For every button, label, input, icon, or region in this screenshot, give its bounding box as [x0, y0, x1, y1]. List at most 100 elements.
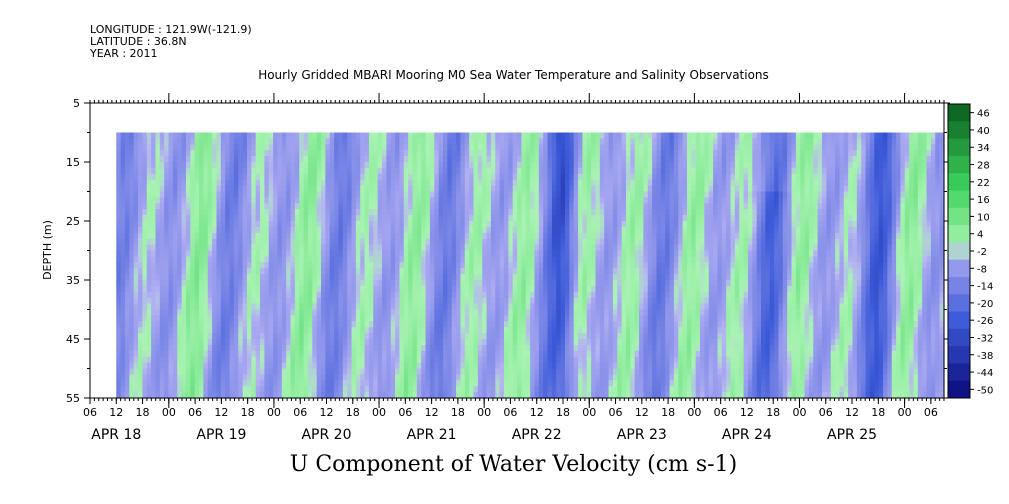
heatmap-cell: [307, 303, 313, 311]
heatmap-cell: [469, 232, 475, 240]
heatmap-cell: [242, 386, 248, 393]
heatmap-cell: [421, 132, 427, 139]
heatmap-cell: [124, 232, 130, 240]
heatmap-cell: [399, 274, 405, 281]
heatmap-cell: [251, 350, 257, 358]
heatmap-cell: [525, 173, 531, 181]
heatmap-cell: [551, 232, 557, 240]
heatmap-cell: [373, 344, 379, 352]
heatmap-cell: [129, 156, 135, 163]
heatmap-cell: [573, 167, 579, 175]
heatmap-cell: [564, 297, 570, 305]
heatmap-cell: [512, 232, 518, 240]
heatmap-cell: [560, 221, 566, 228]
heatmap-cell: [246, 285, 252, 293]
heatmap-cell: [495, 315, 501, 322]
heatmap-cell: [172, 167, 178, 175]
heatmap-cell: [490, 132, 496, 139]
heatmap-cell: [268, 380, 274, 387]
heatmap-cell: [595, 303, 601, 311]
heatmap-cell: [591, 303, 597, 311]
heatmap-cell: [312, 215, 318, 222]
heatmap-cell: [307, 274, 313, 281]
heatmap-cell: [229, 339, 235, 346]
heatmap-cell: [521, 268, 527, 275]
heatmap-cell: [194, 173, 200, 181]
heatmap-cell: [360, 226, 366, 234]
heatmap-cell: [421, 162, 427, 169]
heatmap-cell: [338, 327, 344, 334]
heatmap-cell: [521, 386, 527, 393]
heatmap-cell: [412, 156, 418, 163]
heatmap-cell: [255, 280, 261, 287]
heatmap-cell: [181, 309, 187, 316]
heatmap-cell: [538, 262, 544, 269]
heatmap-cell: [517, 374, 523, 381]
heatmap-cell: [360, 350, 366, 358]
heatmap-cell: [120, 333, 126, 340]
heatmap-cell: [368, 167, 374, 175]
heatmap-cell: [569, 197, 575, 204]
heatmap-cell: [512, 368, 518, 375]
heatmap-cell: [443, 297, 448, 305]
heatmap-cell: [303, 274, 309, 281]
heatmap-cell: [586, 380, 592, 387]
heatmap-cell: [294, 362, 300, 370]
heatmap-cell: [490, 179, 496, 187]
heatmap-cell: [238, 179, 244, 187]
heatmap-cell: [482, 144, 488, 151]
heatmap-cell: [268, 150, 274, 157]
heatmap-cell: [573, 268, 579, 275]
heatmap-cell: [329, 262, 335, 269]
heatmap-cell: [408, 380, 414, 387]
heatmap-cell: [438, 303, 444, 311]
heatmap-cell: [360, 238, 366, 246]
heatmap-cell: [538, 321, 544, 328]
heatmap-cell: [595, 368, 601, 375]
heatmap-cell: [521, 262, 527, 269]
heatmap-cell: [194, 327, 200, 334]
heatmap-cell: [138, 156, 144, 163]
heatmap-cell: [325, 244, 331, 252]
heatmap-cell: [486, 173, 492, 181]
heatmap-cell: [225, 215, 231, 222]
heatmap-cell: [229, 238, 235, 246]
heatmap-cell: [399, 156, 405, 163]
heatmap-cell: [116, 232, 122, 240]
heatmap-cell: [299, 162, 305, 169]
heatmap-cell: [508, 339, 514, 346]
heatmap-cell: [342, 238, 348, 246]
heatmap-cell: [582, 291, 588, 299]
heatmap-cell: [451, 386, 457, 393]
heatmap-cell: [159, 297, 165, 305]
heatmap-cell: [382, 238, 387, 246]
heatmap-cell: [255, 321, 261, 328]
heatmap-cell: [530, 274, 536, 281]
heatmap-cell: [477, 327, 483, 334]
heatmap-cell: [290, 321, 296, 328]
heatmap-cell: [486, 362, 492, 370]
heatmap-cell: [425, 303, 431, 311]
heatmap-cell: [517, 309, 523, 316]
heatmap-cell: [355, 232, 361, 240]
heatmap-cell: [512, 215, 518, 222]
heatmap-cell: [329, 162, 335, 169]
heatmap-cell: [142, 179, 148, 187]
heatmap-cell: [395, 197, 401, 204]
heatmap-cell: [281, 226, 287, 234]
heatmap-cell: [159, 167, 165, 175]
heatmap-cell: [316, 344, 322, 352]
heatmap-cell: [299, 309, 305, 316]
heatmap-cell: [216, 226, 222, 234]
heatmap-cell: [530, 374, 536, 381]
heatmap-cell: [482, 285, 488, 293]
heatmap-cell: [151, 209, 157, 216]
heatmap-cell: [564, 285, 570, 293]
heatmap-cell: [286, 138, 292, 145]
heatmap-cell: [338, 350, 344, 358]
heatmap-cell: [216, 280, 222, 287]
heatmap-cell: [238, 185, 244, 193]
heatmap-cell: [342, 209, 348, 216]
heatmap-cell: [482, 344, 488, 352]
heatmap-cell: [255, 173, 261, 181]
